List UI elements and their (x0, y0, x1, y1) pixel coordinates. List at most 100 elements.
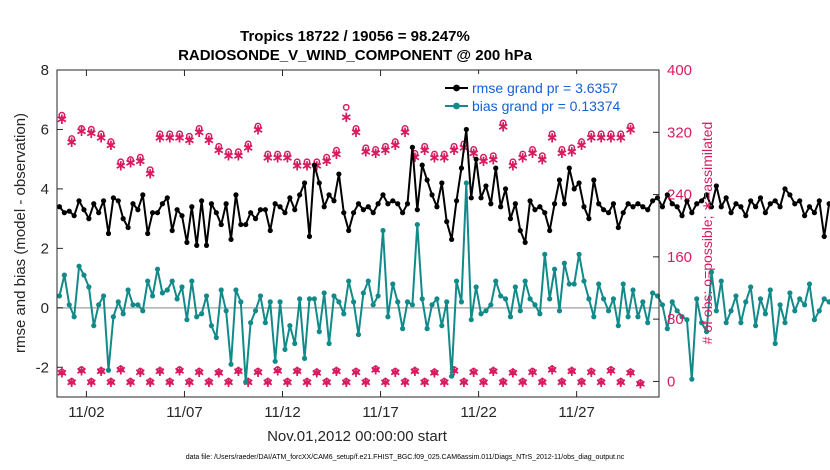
bias-point-15 (130, 302, 136, 308)
rmse-point-95 (522, 239, 528, 246)
obs-assimilated-point-low-36: ∗ (409, 362, 422, 380)
rmse-point-99 (542, 210, 548, 216)
rmse-point-35 (228, 236, 234, 243)
obs-assimilated-point-12: ∗ (173, 128, 186, 146)
obs-assimilated-point-1: ∗ (65, 133, 78, 151)
bias-point-37 (238, 299, 244, 305)
obs-assimilated-point-low-47: ∗ (516, 373, 529, 391)
obs-assimilated-point-low-27: ∗ (320, 373, 333, 391)
bias-point-74 (419, 296, 425, 302)
obs-assimilated-point-35: ∗ (399, 123, 412, 141)
bias-point-138 (733, 293, 739, 299)
obs-assimilated-point-low-24: ∗ (291, 362, 304, 380)
rmse-point-9 (100, 198, 107, 204)
bias-point-49 (297, 296, 303, 302)
obs-assimilated-point-10: ∗ (154, 128, 167, 146)
rmse-point-92 (507, 216, 514, 222)
rmse-point-138 (733, 201, 739, 207)
rmse-point-8 (96, 210, 102, 216)
obs-assimilated-point-low-55: ∗ (595, 373, 608, 391)
rmse-point-88 (488, 201, 494, 207)
bias-point-0 (56, 293, 63, 299)
bias-point-98 (537, 311, 543, 317)
rmse-point-123 (659, 204, 666, 210)
bias-point-64 (370, 302, 376, 308)
obs-possible-point-28 (332, 146, 340, 154)
bias-point-36 (233, 287, 239, 293)
rmse-point-78 (439, 180, 445, 186)
obs-possible-point-low-55 (597, 377, 605, 385)
bias-point-141 (748, 284, 754, 290)
obs-possible-point-low-4 (97, 367, 105, 374)
bias-point-56 (331, 293, 337, 299)
obs-possible-point-low-13 (185, 377, 193, 385)
rmse-point-155 (816, 198, 822, 204)
obs-possible-point-low-39 (440, 377, 448, 385)
bias-point-125 (669, 299, 675, 305)
rmse-point-38 (243, 221, 249, 228)
obs-assimilated-point-15: ∗ (203, 131, 216, 149)
obs-assimilated-point-low-56: ∗ (605, 361, 618, 379)
rmse-point-68 (390, 198, 396, 204)
rmse-point-22 (164, 195, 170, 201)
obs-possible-point-3 (87, 125, 95, 133)
obs-assimilated-point-low-37: ∗ (418, 373, 431, 391)
bias-point-114 (615, 323, 621, 329)
obs-possible-point-52 (568, 144, 576, 152)
bias-point-80 (449, 373, 455, 379)
rmse-point-1 (61, 210, 67, 216)
obs-possible-point-low-45 (499, 377, 507, 385)
rmse-point-113 (610, 201, 617, 207)
rmse-point-118 (635, 201, 641, 207)
rmse-point-73 (414, 207, 420, 213)
obs-assimilated-point-low-1: ∗ (65, 373, 78, 391)
bias-point-12 (115, 299, 121, 305)
obs-possible-point-8 (136, 153, 144, 161)
chart-title-line2: RADIOSONDE_V_WIND_COMPONENT @ 200 hPa (178, 47, 533, 64)
obs-assimilated-point-low-45: ∗ (497, 373, 510, 391)
bias-point-92 (507, 314, 514, 320)
obs-assimilated-point-low-12: ∗ (173, 361, 186, 379)
bias-point-121 (650, 290, 656, 296)
bias-point-68 (390, 281, 396, 287)
obs-possible-point-44 (489, 152, 497, 160)
rmse-point-96 (527, 198, 533, 204)
bias-point-16 (135, 302, 141, 308)
obs-possible-point-48 (529, 145, 536, 153)
obs-possible-point-11 (166, 130, 174, 138)
bias-point-14 (125, 287, 131, 293)
bias-point-38 (243, 379, 249, 385)
rmse-point-98 (537, 204, 543, 210)
obs-assimilated-point-low-29: ∗ (340, 373, 353, 391)
obs-assimilated-point-21: ∗ (262, 149, 275, 167)
bias-point-108 (586, 296, 592, 302)
obs-assimilated-point-low-58: ∗ (624, 364, 637, 382)
obs-assimilated-point-30: ∗ (350, 123, 363, 141)
obs-assimilated-point-9: ∗ (144, 164, 157, 182)
obs-assimilated-point-low-22: ∗ (271, 361, 284, 379)
obs-possible-point-low-21 (264, 377, 272, 385)
obs-assimilated-point-low-53: ∗ (575, 373, 588, 391)
rmse-point-56 (331, 198, 337, 204)
bias-point-145 (767, 287, 773, 293)
rmse-point-75 (424, 177, 430, 183)
obs-possible-point-12 (176, 130, 184, 138)
bias-point-2 (66, 302, 72, 308)
rmse-point-43 (267, 227, 273, 234)
rmse-point-93 (512, 201, 518, 207)
bias-point-124 (664, 326, 670, 332)
bias-point-103 (561, 260, 567, 266)
obs-assimilated-point-low-13: ∗ (183, 373, 196, 391)
obs-possible-point-58 (627, 122, 635, 130)
bias-point-45 (277, 299, 283, 305)
bias-point-116 (625, 314, 631, 320)
bias-point-81 (453, 278, 460, 284)
bias-point-119 (640, 299, 646, 305)
obs-assimilated-point-33: ∗ (379, 141, 392, 159)
rmse-point-29 (199, 198, 205, 204)
obs-assimilated-point-2: ∗ (75, 122, 88, 140)
bias-point-50 (301, 355, 308, 361)
x-tick-label-4: 11/22 (460, 404, 496, 421)
obs-assimilated-point-low-39: ∗ (438, 373, 451, 391)
rmse-point-130 (694, 201, 700, 207)
